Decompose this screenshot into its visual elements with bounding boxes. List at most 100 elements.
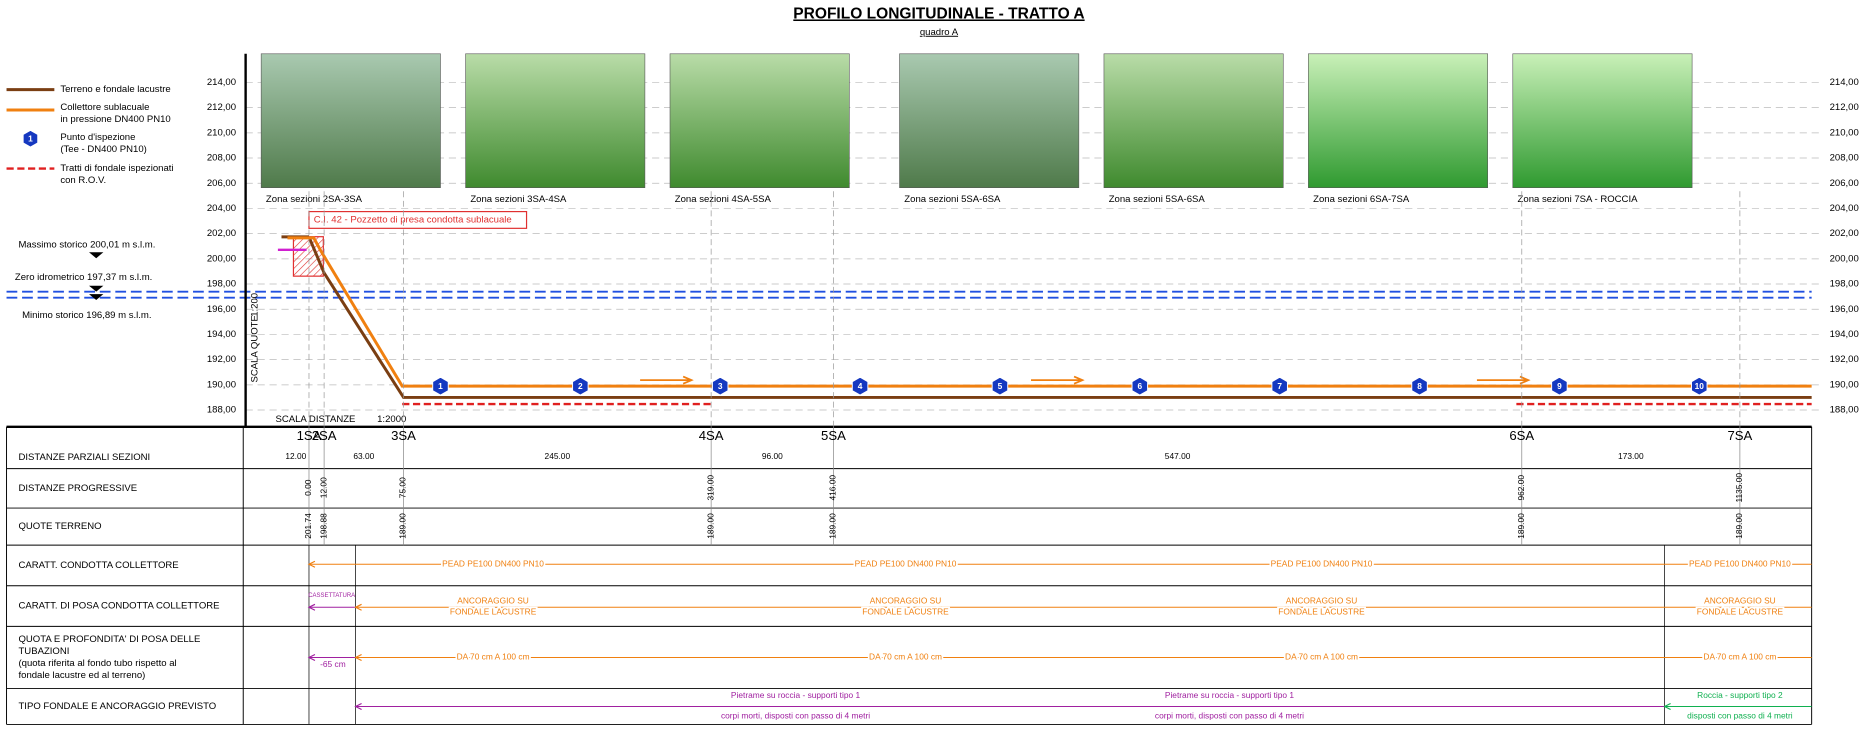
bottom-spec: Pietrame su roccia - supporti tipo 1 <box>1165 690 1295 700</box>
row-label: TIPO FONDALE E ANCORAGGIO PREVISTO <box>18 701 216 712</box>
legend-text: Collettore sublacuale <box>60 102 149 113</box>
y-tick-label: 204,00 <box>207 203 236 214</box>
section-name: 7SA <box>1727 428 1752 443</box>
bottom-span-head <box>354 702 362 711</box>
partial-distance: 547.00 <box>1165 451 1191 461</box>
row-label: DISTANZE PARZIALI SEZIONI <box>18 452 150 463</box>
scale-label: SCALA QUOTE <box>250 315 261 382</box>
legend-text: Tratti di fondale ispezionati <box>60 163 173 174</box>
y-tick-label-right: 210,00 <box>1830 127 1859 138</box>
photo <box>465 53 646 188</box>
inspection-point <box>711 376 729 396</box>
flow-arrow <box>640 375 694 385</box>
legend-icon-label: 1 <box>28 133 33 143</box>
distance-scale-label: SCALA DISTANZE <box>276 414 356 425</box>
progressive: 0.00 <box>303 479 313 496</box>
inspection-point-label: 2 <box>578 381 583 391</box>
y-tick-label: 198,00 <box>207 279 236 290</box>
row-label: CARATT. DI POSA CONDOTTA COLLETTORE <box>18 601 219 612</box>
y-tick-label-right: 196,00 <box>1830 304 1859 315</box>
y-tick-label: 194,00 <box>207 329 236 340</box>
partial-distance: 173.00 <box>1618 451 1644 461</box>
inspection-point-label: 6 <box>1137 381 1142 391</box>
photo-caption: Zona sezioni 3SA-4SA <box>470 194 567 205</box>
inspection-point-label: 4 <box>858 381 863 391</box>
y-tick-label-right: 200,00 <box>1830 253 1859 264</box>
pipe-span-head <box>307 560 316 568</box>
y-tick-label: 196,00 <box>207 304 236 315</box>
y-tick-label-right: 198,00 <box>1830 279 1859 290</box>
row-label: fondale lacustre ed al terreno) <box>18 670 145 681</box>
flow-arrow <box>1031 375 1085 385</box>
section-name: 1SA <box>297 428 322 443</box>
laying-spec: FONDALE LACUSTRE <box>1697 606 1784 616</box>
y-tick-label-right: 206,00 <box>1830 178 1859 189</box>
quota: 189.00 <box>705 513 715 539</box>
laying-spec: ANCORAGGIO SU <box>1286 596 1358 606</box>
laying-spec: FONDALE LACUSTRE <box>862 606 949 616</box>
inspection-point-label: 1 <box>438 381 443 391</box>
level-marker <box>89 252 104 259</box>
bottom-spec: Roccia - supporti tipo 2 <box>1697 690 1783 700</box>
row-label: QUOTA E PROFONDITA' DI POSA DELLE <box>18 634 200 645</box>
partial-distance: 12.00 <box>285 451 306 461</box>
y-tick-label: 192,00 <box>207 354 236 365</box>
progressive: 12.00 <box>318 477 328 498</box>
bottom-spec: corpi morti, disposti con passo di 4 met… <box>1155 710 1304 720</box>
quota: 189.00 <box>398 513 408 539</box>
laying-spec: ANCORAGGIO SU <box>457 596 529 606</box>
quota: 189.00 <box>1734 513 1744 539</box>
legend-text: Terreno e fondale lacustre <box>60 84 170 95</box>
partial-distance: 63.00 <box>353 451 374 461</box>
laying-box: CASSETTATURA <box>308 593 355 599</box>
depth-box: -65 cm <box>320 659 346 669</box>
progressive: 75.00 <box>398 477 408 498</box>
y-tick-label: 202,00 <box>207 228 236 239</box>
progressive: 962.00 <box>1516 475 1526 501</box>
depth-spec: DA 70 cm A 100 cm <box>1703 652 1776 662</box>
quota: 189.00 <box>828 513 838 539</box>
photo <box>1308 53 1488 188</box>
y-tick-label-right: 190,00 <box>1830 379 1859 390</box>
water-level-label: Minimo storico 196,89 m s.l.m. <box>22 310 151 321</box>
title: PROFILO LONGITUDINALE - TRATTO A <box>793 5 1084 22</box>
y-tick-label: 210,00 <box>207 127 236 138</box>
y-tick-label: 206,00 <box>207 178 236 189</box>
photo <box>899 53 1080 188</box>
depth-spec: DA 70 cm A 100 cm <box>1285 652 1358 662</box>
depth-spec: DA 70 cm A 100 cm <box>457 652 530 662</box>
bottom-spec: Pietrame su roccia - supporti tipo 1 <box>731 690 861 700</box>
bottom-spec: disposti con passo di 4 metri <box>1687 710 1793 720</box>
inspection-point <box>1551 376 1568 396</box>
legend-text: (Tee - DN400 PN10) <box>60 144 146 155</box>
legend-icon <box>22 129 39 148</box>
y-tick-label: 208,00 <box>207 153 236 164</box>
inspection-point <box>1271 376 1288 396</box>
y-tick-label: 214,00 <box>207 77 236 88</box>
flow-arrow <box>1476 375 1531 385</box>
y-tick-label-right: 212,00 <box>1830 102 1859 113</box>
inspection-point-label: 3 <box>718 381 723 391</box>
y-tick-label-right: 208,00 <box>1830 153 1859 164</box>
pipe-spec: PEAD PE100 DN400 PN10 <box>855 558 957 568</box>
photo <box>260 53 441 188</box>
laying-span-head <box>354 603 362 611</box>
subtitle: quadro A <box>920 27 959 38</box>
section-name: 6SA <box>1509 428 1534 443</box>
y-tick-label-right: 192,00 <box>1830 354 1859 365</box>
level-marker <box>89 294 104 301</box>
pipe-spec: PEAD PE100 DN400 PN10 <box>442 558 544 568</box>
row-label: (quota riferita al fondo tubo rispetto a… <box>18 658 176 669</box>
photo-caption: Zona sezioni 5SA-6SA <box>904 194 1001 205</box>
laying-spec: FONDALE LACUSTRE <box>1278 606 1365 616</box>
row-label: CARATT. CONDOTTA COLLETTORE <box>18 560 178 571</box>
quota: 198.88 <box>318 513 328 539</box>
quota: 201.74 <box>303 513 313 539</box>
legend-text: in pressione DN400 PN10 <box>60 114 170 125</box>
inspection-point-label: 8 <box>1417 381 1422 391</box>
bottom-span-2-head <box>1663 702 1671 711</box>
progressive: 319.00 <box>705 475 715 501</box>
laying-spec: ANCORAGGIO SU <box>1704 596 1776 606</box>
inlet-structure <box>292 236 324 277</box>
